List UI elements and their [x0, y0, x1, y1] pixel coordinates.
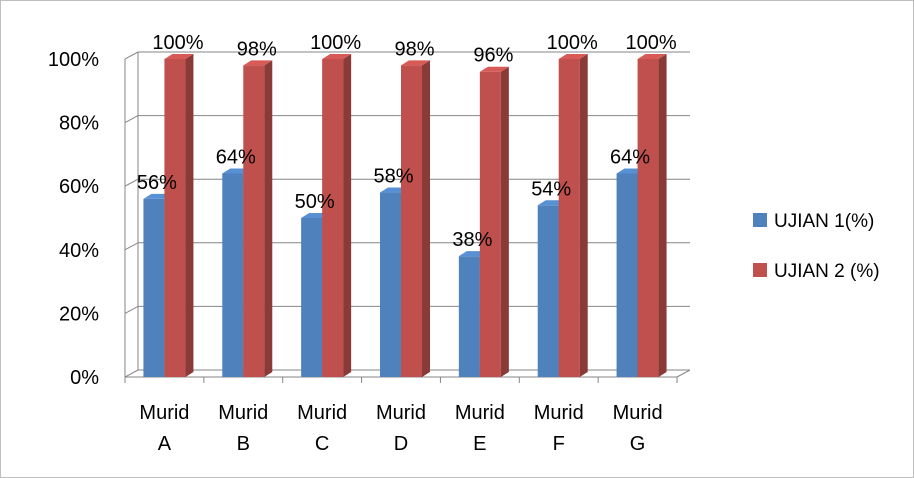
- legend-item: UJIAN 1(%): [753, 211, 874, 232]
- x-tick-labels: Murid A Murid B Murid C Murid D Murid E Murid F Muri…: [139, 402, 662, 455]
- legend-swatch: [753, 263, 767, 277]
- data-label: 56%: [137, 172, 177, 194]
- bar-front: [243, 65, 264, 377]
- bars: [143, 54, 666, 377]
- data-label: 50%: [295, 191, 335, 213]
- x-tick-label: Murid C: [297, 402, 347, 455]
- legend: UJIAN 1(%) UJIAN 2 (%): [753, 211, 880, 282]
- data-label: 100%: [152, 32, 203, 54]
- x-tick-label: Murid D: [376, 402, 426, 455]
- bar-side: [343, 54, 351, 377]
- data-label: 96%: [473, 45, 513, 67]
- y-tick-label: 0%: [70, 367, 99, 389]
- legend-swatch: [753, 213, 767, 227]
- gridline-depth: [125, 116, 138, 123]
- bar: [322, 54, 351, 377]
- bar-front: [559, 59, 580, 377]
- bar-side: [659, 54, 667, 377]
- bar-front: [322, 59, 343, 377]
- bar-side: [501, 67, 509, 377]
- legend-label: UJIAN 2 (%): [774, 261, 880, 282]
- bar-side: [580, 54, 588, 377]
- bar-front: [222, 173, 243, 377]
- bar-front: [617, 173, 638, 377]
- bar-side: [422, 60, 430, 377]
- bar-front: [480, 72, 501, 377]
- x-tick-label: Murid F: [534, 402, 584, 455]
- data-label: 64%: [610, 146, 650, 168]
- data-label: 100%: [547, 32, 598, 54]
- bar: [164, 54, 193, 377]
- bar-front: [143, 199, 164, 377]
- data-label: 100%: [310, 32, 361, 54]
- x-tick-label: Murid E: [455, 402, 505, 455]
- legend-label: UJIAN 1(%): [774, 211, 874, 232]
- bar-front: [638, 59, 659, 377]
- bar-side: [185, 54, 193, 377]
- data-label: 64%: [216, 146, 256, 168]
- bar: [401, 60, 430, 377]
- bar-front: [401, 65, 422, 377]
- data-label: 54%: [531, 178, 571, 200]
- bar-front: [164, 59, 185, 377]
- y-tick-label: 100%: [48, 49, 99, 71]
- legend-item: UJIAN 2 (%): [753, 261, 880, 282]
- bar: [243, 60, 272, 377]
- bar-front: [538, 205, 559, 377]
- x-tick-label: Murid B: [218, 402, 268, 455]
- bar-side: [264, 60, 272, 377]
- gridline-depth: [125, 306, 138, 313]
- y-tick-label: 40%: [59, 240, 99, 262]
- gridline-depth: [125, 370, 138, 377]
- bar: [559, 54, 588, 377]
- gridline-depth: [125, 243, 138, 250]
- y-tick-label: 20%: [59, 303, 99, 325]
- bar-front: [380, 193, 401, 377]
- y-tick-labels: 0% 20% 40% 60% 80% 100%: [48, 49, 99, 389]
- data-label: 98%: [394, 38, 434, 60]
- x-tick-label: Murid G: [613, 402, 663, 455]
- y-tick-label: 80%: [59, 113, 99, 135]
- bar-front: [301, 218, 322, 377]
- data-label: 100%: [625, 32, 676, 54]
- x-tick-label: Murid A: [139, 402, 189, 455]
- data-label: 38%: [452, 229, 492, 251]
- y-tick-label: 60%: [59, 176, 99, 198]
- floor-right-edge: [677, 370, 690, 377]
- data-label: 98%: [237, 38, 277, 60]
- data-label: 58%: [373, 166, 413, 188]
- bar-front: [459, 256, 480, 377]
- bar: [638, 54, 667, 377]
- gridline-depth: [125, 52, 138, 59]
- bar: [480, 67, 509, 377]
